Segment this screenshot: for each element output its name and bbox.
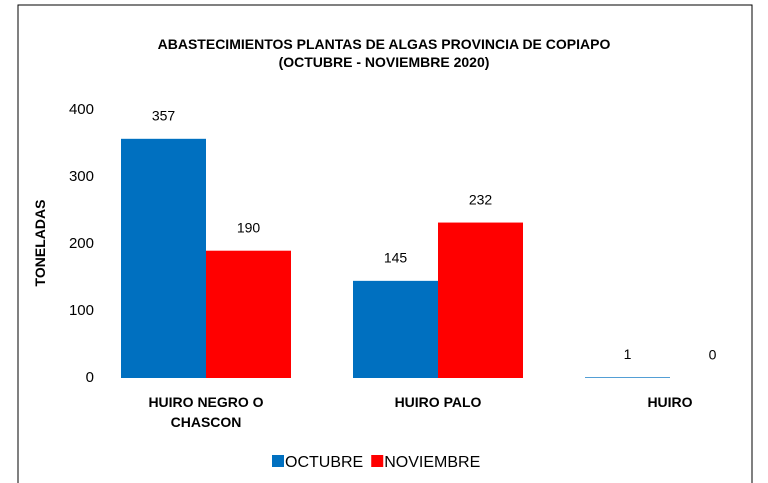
y-tick-label: 200 <box>69 235 94 252</box>
chart-border <box>17 4 753 483</box>
y-tick-label: 100 <box>69 302 94 319</box>
data-label: 145 <box>384 250 408 266</box>
data-label: 0 <box>709 347 717 363</box>
data-label: 232 <box>469 191 493 207</box>
y-tick-label: 0 <box>86 369 94 386</box>
bar <box>438 222 523 378</box>
legend-swatch <box>371 455 384 467</box>
bar <box>121 138 206 378</box>
x-tick-label: HUIRO NEGRO O CHASCON <box>148 394 264 430</box>
bar <box>585 377 670 378</box>
bar <box>353 280 438 378</box>
x-tick-label: HUIRO PALO <box>394 394 482 410</box>
legend-label: NOVIEMBRE <box>384 454 480 471</box>
data-label: 357 <box>152 108 176 124</box>
chart-title: ABASTECIMIENTOS PLANTAS DE ALGAS PROVINC… <box>157 36 611 70</box>
legend-label: OCTUBRE <box>285 454 363 471</box>
data-label: 1 <box>624 346 632 362</box>
y-tick-label: 300 <box>69 168 94 185</box>
y-axis-label: TONELADAS <box>32 199 48 287</box>
x-tick-label: HUIRO <box>647 394 693 410</box>
y-tick-label: 400 <box>69 101 94 118</box>
data-label: 190 <box>237 219 261 235</box>
legend-swatch <box>272 455 284 467</box>
bar <box>206 250 291 378</box>
